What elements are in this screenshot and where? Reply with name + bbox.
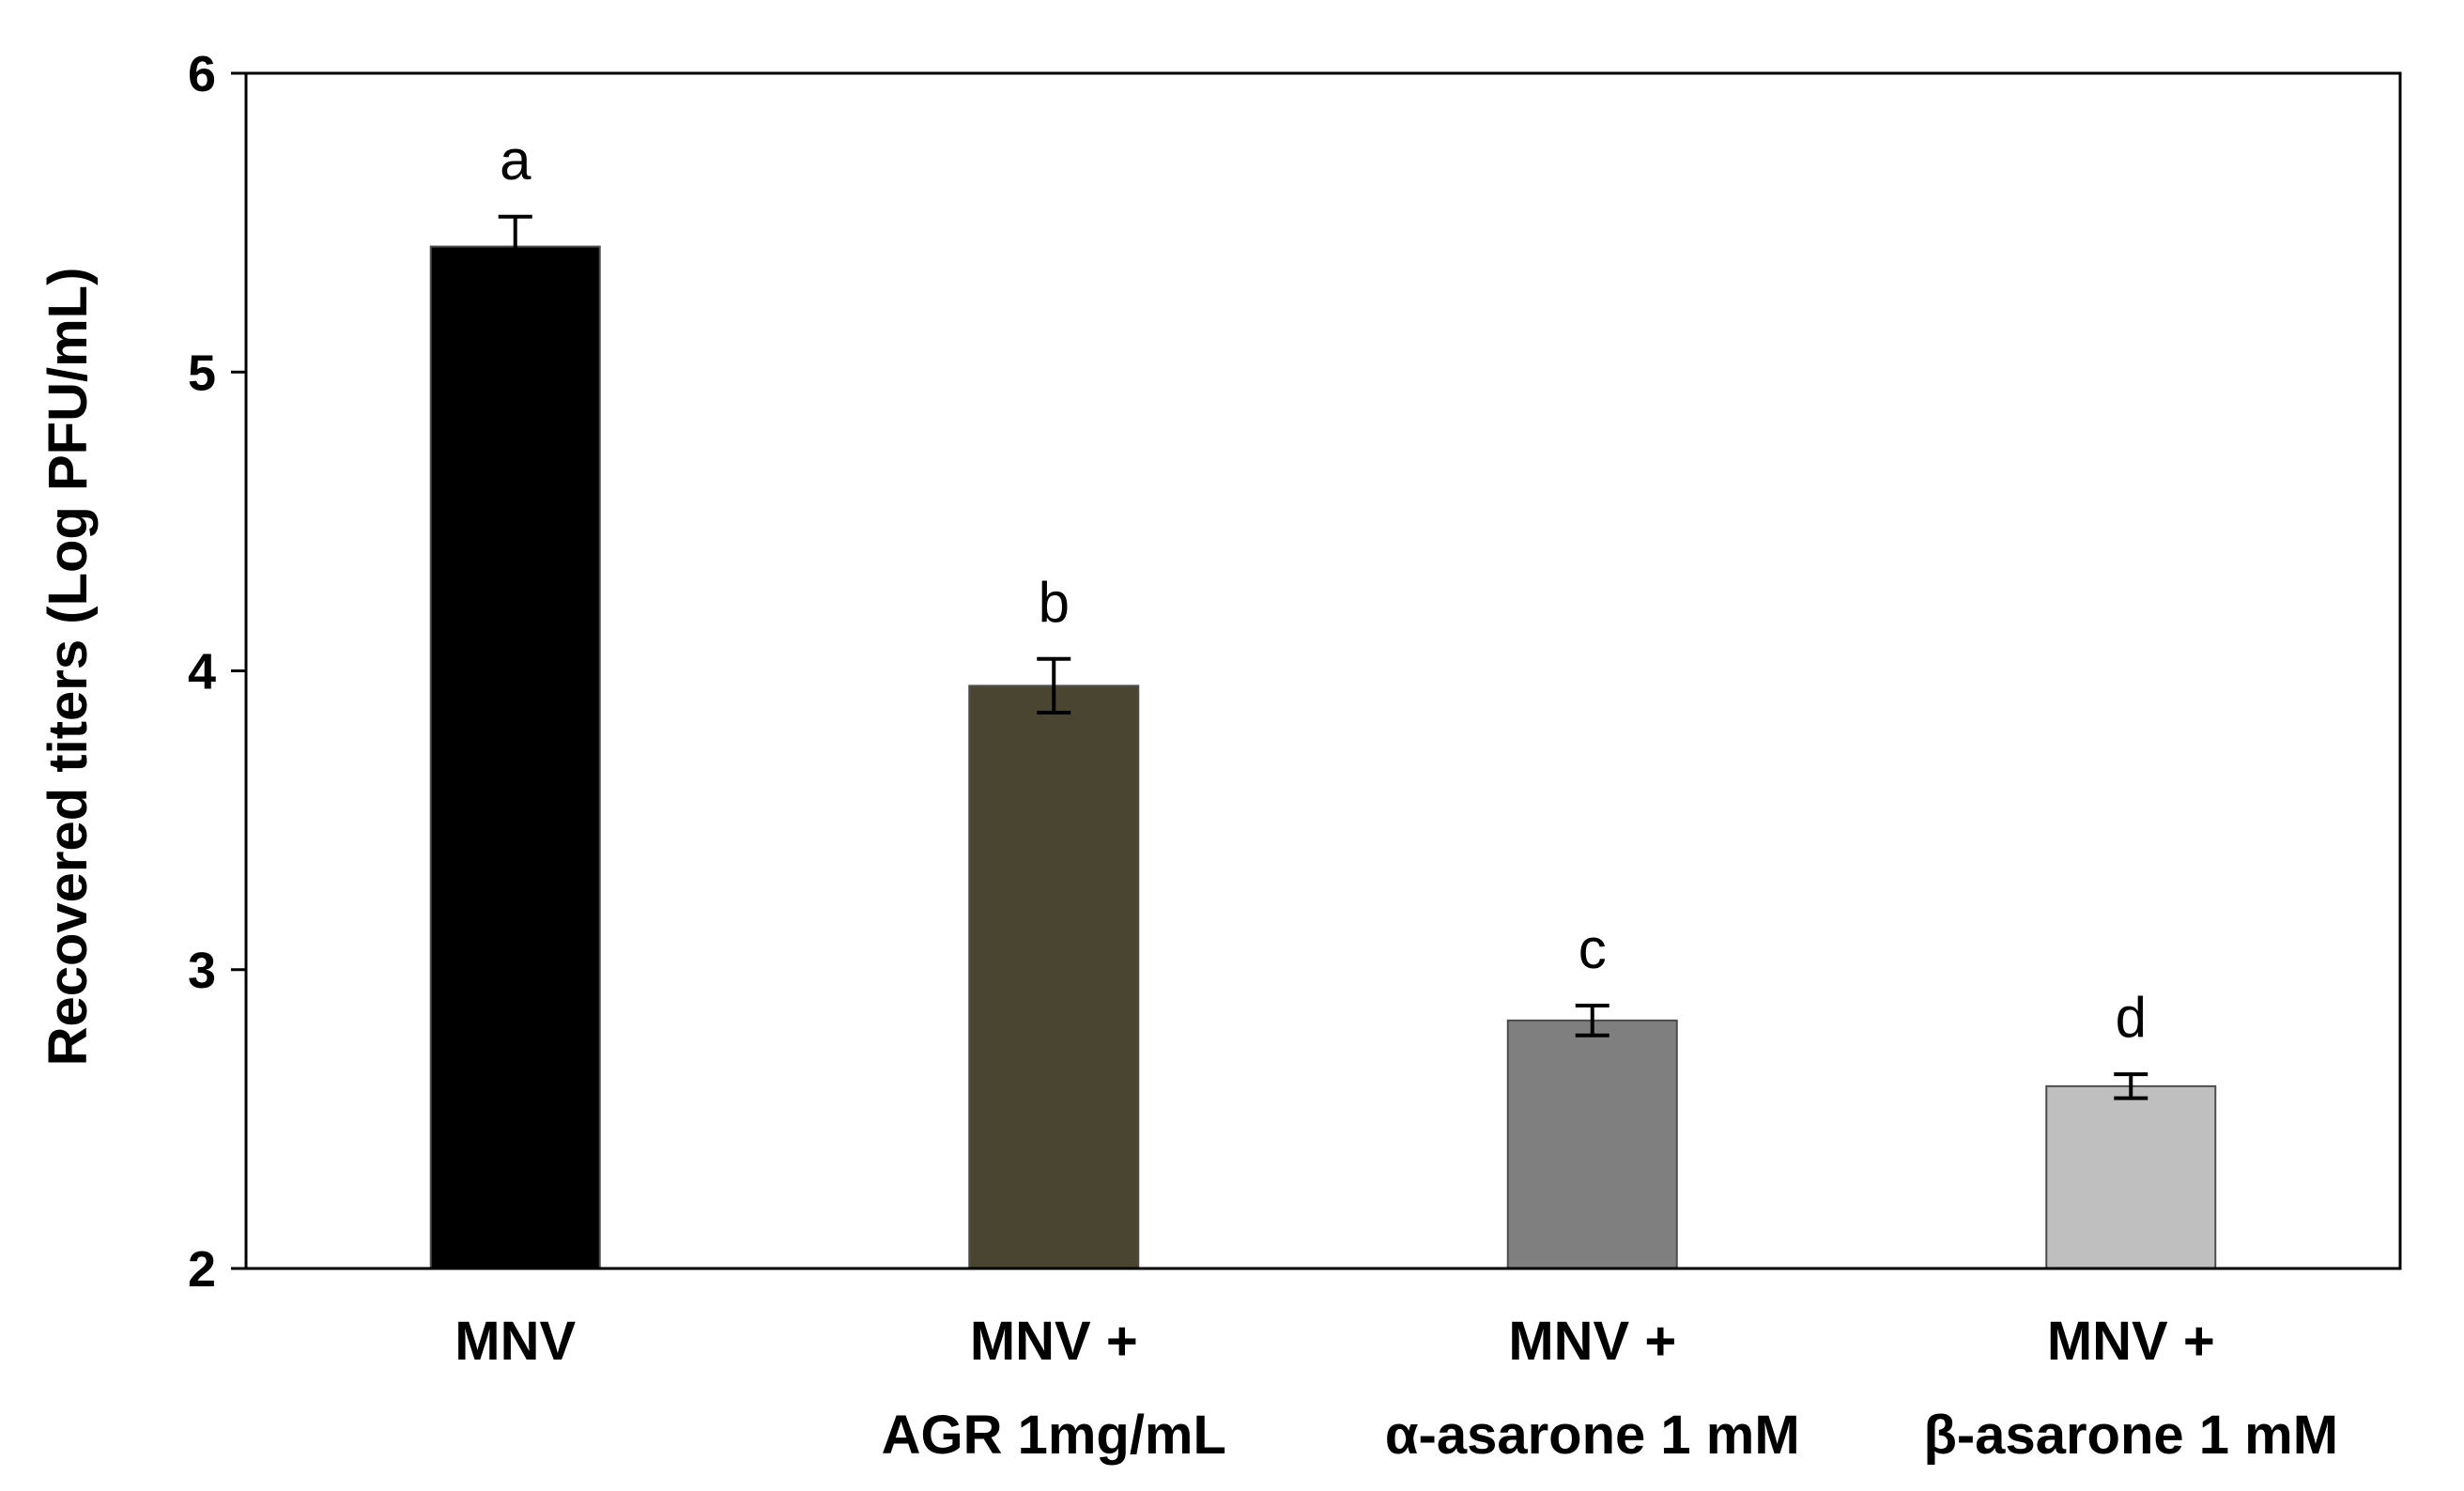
category-label: β-asarone 1 mM [1923,1405,2338,1466]
y-tick-label: 2 [188,1241,216,1298]
bar [968,684,1140,1269]
y-tick-label: 5 [188,345,216,401]
bar [1506,1019,1678,1270]
category-label: AGR 1mg/mL [882,1405,1226,1466]
significance-letter: b [1039,571,1070,634]
error-bar [498,214,532,279]
category-label: MNV + [2047,1311,2215,1372]
bar [2045,1084,2217,1270]
bars-group [429,245,2217,1270]
significance-letter: c [1578,917,1607,980]
x-axis-category-labels: MNV MNV + AGR 1mg/mL MNV + α-asarone 1 mM MNV… [454,1311,2338,1466]
y-tick-label: 6 [188,46,216,102]
category-label: MNV [454,1311,576,1372]
error-bar [1037,656,1071,715]
y-tick-label: 3 [188,943,216,999]
y-tick-label: 4 [188,644,216,700]
bar [429,245,601,1270]
error-bar [2114,1072,2148,1100]
y-axis-ticks: 2 3 4 5 6 [188,46,246,1298]
error-bars-group [498,214,2148,1100]
significance-letter: a [500,129,531,192]
error-bar [1575,1003,1609,1038]
y-axis-label: Recovered titers (Log PFU/mL) [38,268,99,1067]
category-label: α-asarone 1 mM [1385,1405,1800,1466]
category-label: MNV + [970,1311,1138,1372]
significance-letter: d [2116,986,2147,1049]
significance-labels-group: a b c d [500,129,2147,1049]
category-label: MNV + [1508,1311,1676,1372]
